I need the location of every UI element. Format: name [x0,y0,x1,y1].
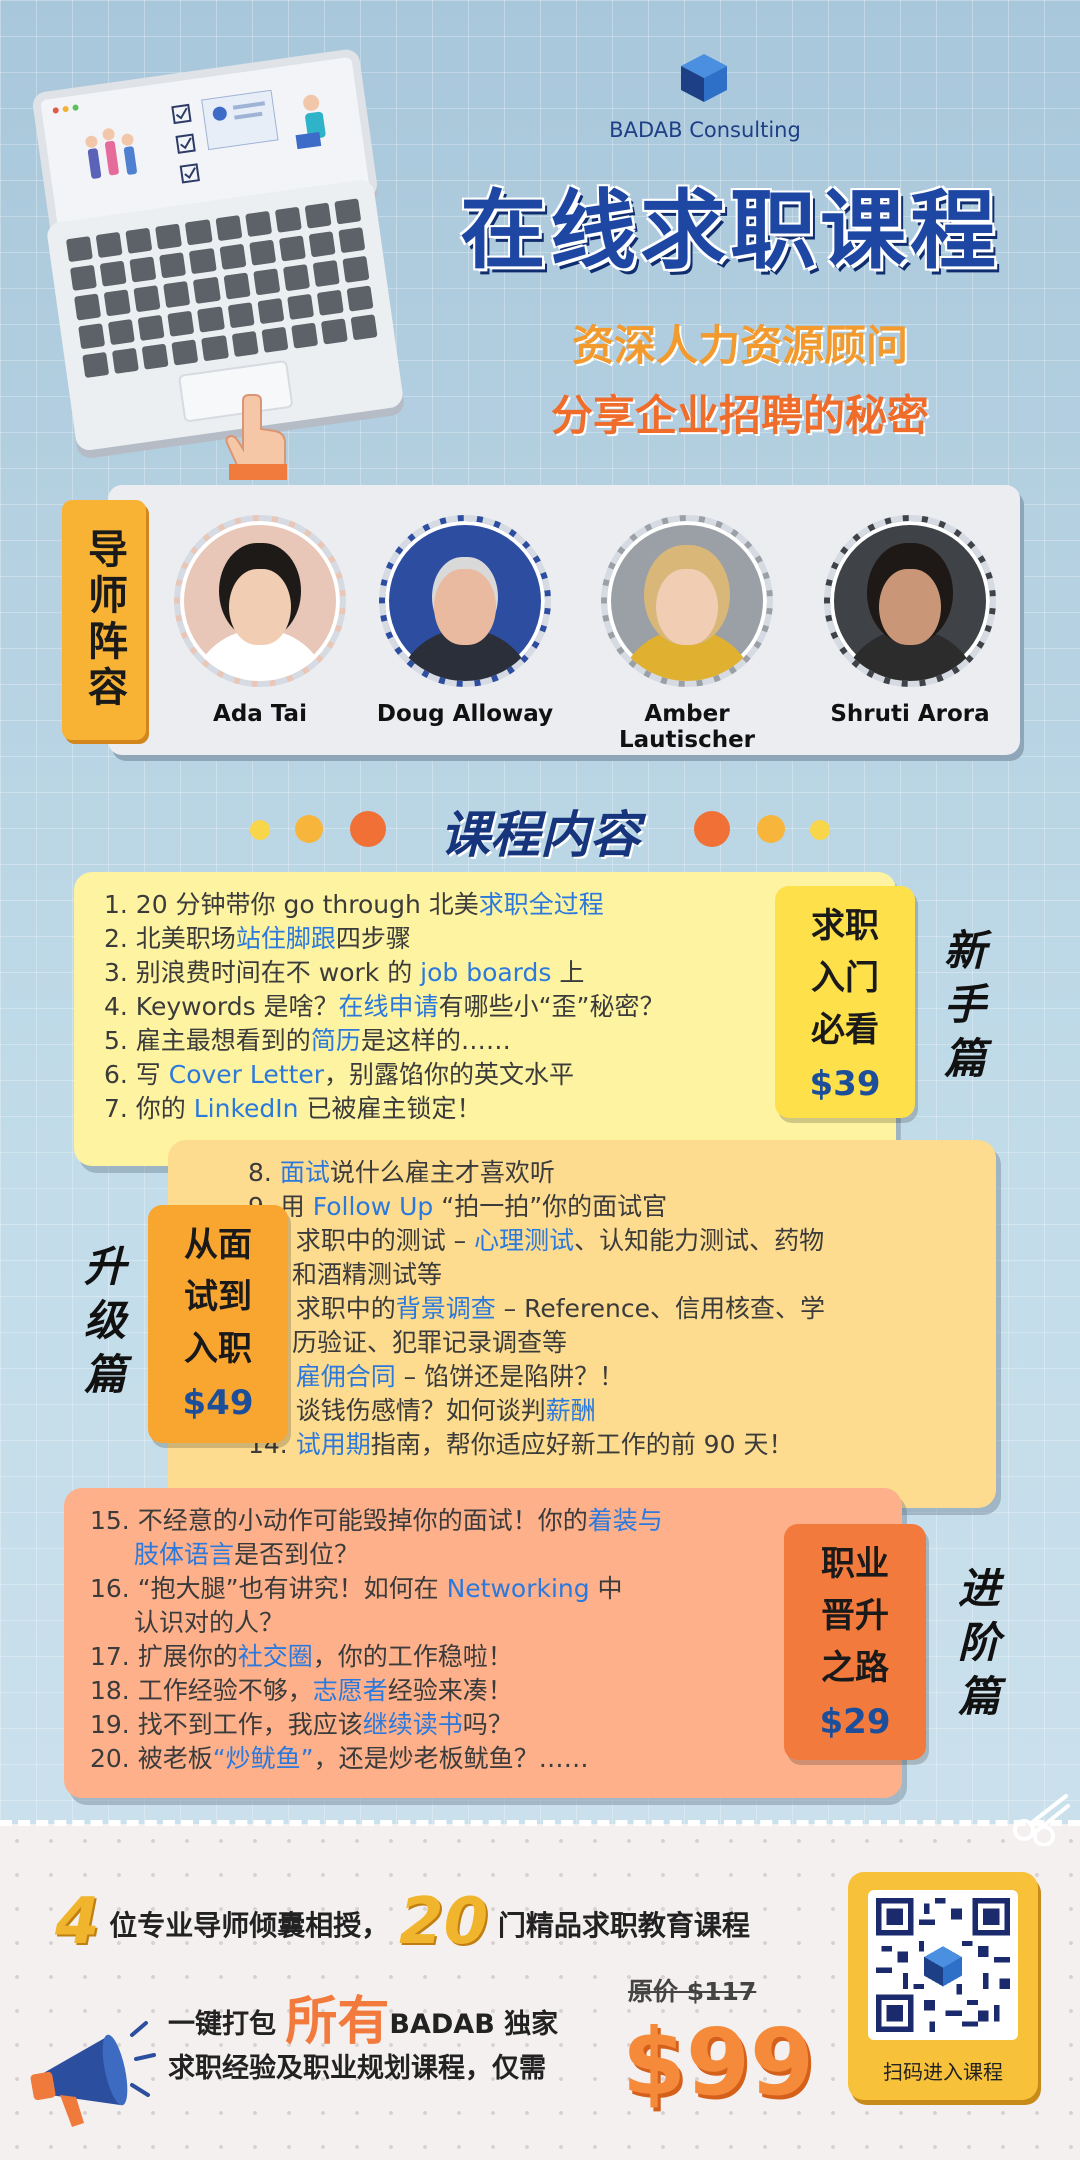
list-item[interactable]: 15. 不经意的小动作可能毁掉你的面试！你的着装与 [90,1506,663,1535]
decor-dot [295,815,323,843]
list-item[interactable]: 7. 你的 LinkedIn 已被雇主锁定！ [104,1094,482,1123]
list-item[interactable]: 19. 找不到工作，我应该继续读书吗？ [90,1710,513,1739]
course-count: 20 [399,1885,489,1959]
promo-text: 一键打包 所有BADAB 独家 求职经验及职业规划课程，仅需 [168,1992,559,2084]
badge-label: 从面试到入职 [184,1225,252,1369]
qr-code-label: 扫码进入课程 [883,2060,1003,2084]
original-price: 原价 $117 [628,1977,757,2006]
section-side-label: 升级篇 [83,1242,126,1399]
mentor-name: Ada Tai [213,701,307,727]
list-item[interactable]: 10. 求职中的测试 – 心理测试、认知能力测试、药物 [248,1226,825,1255]
section-side-label: 进阶篇 [957,1564,1000,1721]
list-item[interactable]: 18. 工作经验不够，志愿者经验来凑！ [90,1676,513,1705]
subtitle-2: 分享企业招聘的秘密 [550,391,929,440]
mentor-name: Amber Lautischer [618,701,756,753]
mentor-name: Shruti Arora [830,701,990,727]
subtitle-1: 资深人力资源顾问 [571,321,908,370]
lesson-list: 8. 面试说什么雇主才喜欢听 9. 用 Follow Up “拍一拍”你的面试官… [248,1156,825,1462]
qr-code-card[interactable]: 扫码进入课程 [848,1872,1038,2100]
list-item[interactable]: 11. 求职中的背景调查 – Reference、信用核查、学 [248,1294,826,1323]
page-title: 在线求职课程 [460,181,1000,281]
brand-name: BADAB Consulting [609,118,801,142]
decor-dot [694,811,730,847]
price-badge-advanced[interactable]: 职业晋升之路 $29 [784,1524,926,1760]
list-item[interactable]: 12. 雇佣合同 – 馅饼还是陷阱？！ [248,1362,625,1391]
lesson-list: 1. 20 分钟带你 go through 北美求职全过程 2. 北美职场站住脚… [104,888,664,1126]
section-card-upgrade: 8. 面试说什么雇主才喜欢听 9. 用 Follow Up “拍一拍”你的面试官… [168,1140,996,1508]
avatar [379,515,551,687]
avatar [601,515,773,687]
laptop-illustration [31,40,410,480]
list-item[interactable]: 13. 谈钱伤感情？如何谈判薪酬 [248,1396,596,1425]
keyboard-keys [65,198,378,379]
mentor-tag: 导师阵容 [62,500,146,740]
list-item[interactable]: 5. 雇主最想看到的简历是这样的…… [104,1026,511,1055]
section-card-beginner: 1. 20 分钟带你 go through 北美求职全过程 2. 北美职场站住脚… [74,872,896,1166]
promo-emphasis: 所有 [285,1992,390,2052]
list-item-continued: 历验证、犯罪记录调查等 [292,1328,568,1357]
list-item-continued: 肢体语言是否到位？ [134,1540,360,1569]
badge-label: 求职入门必看 [811,906,879,1050]
decor-dot [250,820,270,840]
section-side-label: 新手篇 [943,926,986,1083]
list-item[interactable]: 14. 试用期指南，帮你适应好新工作的前 90 天！ [248,1430,794,1459]
list-item-continued: 认识对的人？ [134,1608,285,1637]
list-item[interactable]: 1. 20 分钟带你 go through 北美求职全过程 [104,890,604,919]
avatar [174,515,346,687]
badab-logo-icon [681,54,727,102]
course-title: 课程内容 [440,806,640,864]
mentor-card-shruti: Shruti Arora [805,515,1015,727]
mentor-card-ada: Ada Tai [155,515,365,727]
sale-price: $99 [622,2009,815,2116]
megaphone-icon [30,2021,156,2127]
list-item[interactable]: 9. 用 Follow Up “拍一拍”你的面试官 [248,1192,668,1221]
list-item[interactable]: 2. 北美职场站住脚跟四步骤 [104,924,411,953]
list-item-continued: 和酒精测试等 [292,1260,443,1289]
list-item[interactable]: 4. Keywords 是啥？在线申请有哪些小“歪”秘密？ [104,992,665,1021]
price-label: $29 [819,1702,891,1742]
footer-tagline: 4 位专业导师倾囊相授， 20 门精品求职教育课程 [55,1885,750,1959]
mentor-card-amber: Amber Lautischer [582,515,792,753]
pointing-hand-icon [225,394,287,480]
qr-code[interactable] [868,1890,1018,2040]
lesson-list: 15. 不经意的小动作可能毁掉你的面试！你的着装与 肢体语言是否到位？ 16. … [90,1504,663,1776]
price-label: $49 [182,1383,254,1423]
badge-label: 职业晋升之路 [821,1544,889,1688]
mentor-count: 4 [55,1885,100,1959]
mentor-tag-label: 导师阵容 [81,528,127,712]
list-item[interactable]: 8. 面试说什么雇主才喜欢听 [248,1158,555,1187]
price-label: $39 [809,1064,881,1104]
list-item[interactable]: 20. 被老板“炒鱿鱼”，还是炒老板鱿鱼？…… [90,1744,589,1773]
course-section-header: 课程内容 [250,795,830,865]
qr-code-icon [876,1898,1010,2032]
price-badge-upgrade[interactable]: 从面试到入职 $49 [148,1205,288,1443]
list-item[interactable]: 6. 写 Cover Letter，别露馅你的英文水平 [104,1060,575,1089]
avatar [824,515,996,687]
price-badge-beginner[interactable]: 求职入门必看 $39 [775,886,915,1118]
mentor-name: Doug Alloway [376,701,554,727]
cut-line [0,1820,1080,1826]
list-item[interactable]: 16. “抱大腿”也有讲究！如何在 Networking 中 [90,1574,623,1603]
decor-dot [350,811,386,847]
scissors-icon [1013,1794,1070,1846]
decor-dot [810,820,830,840]
section-card-advanced: 15. 不经意的小动作可能毁掉你的面试！你的着装与 肢体语言是否到位？ 16. … [64,1488,902,1798]
list-item[interactable]: 3. 别浪费时间在不 work 的 job boards 上 [104,958,585,987]
list-item[interactable]: 17. 扩展你的社交圈，你的工作稳啦！ [90,1642,513,1671]
laptop-screen [31,47,379,243]
decor-dot [757,815,785,843]
mentor-card-doug: Doug Alloway [360,515,570,727]
